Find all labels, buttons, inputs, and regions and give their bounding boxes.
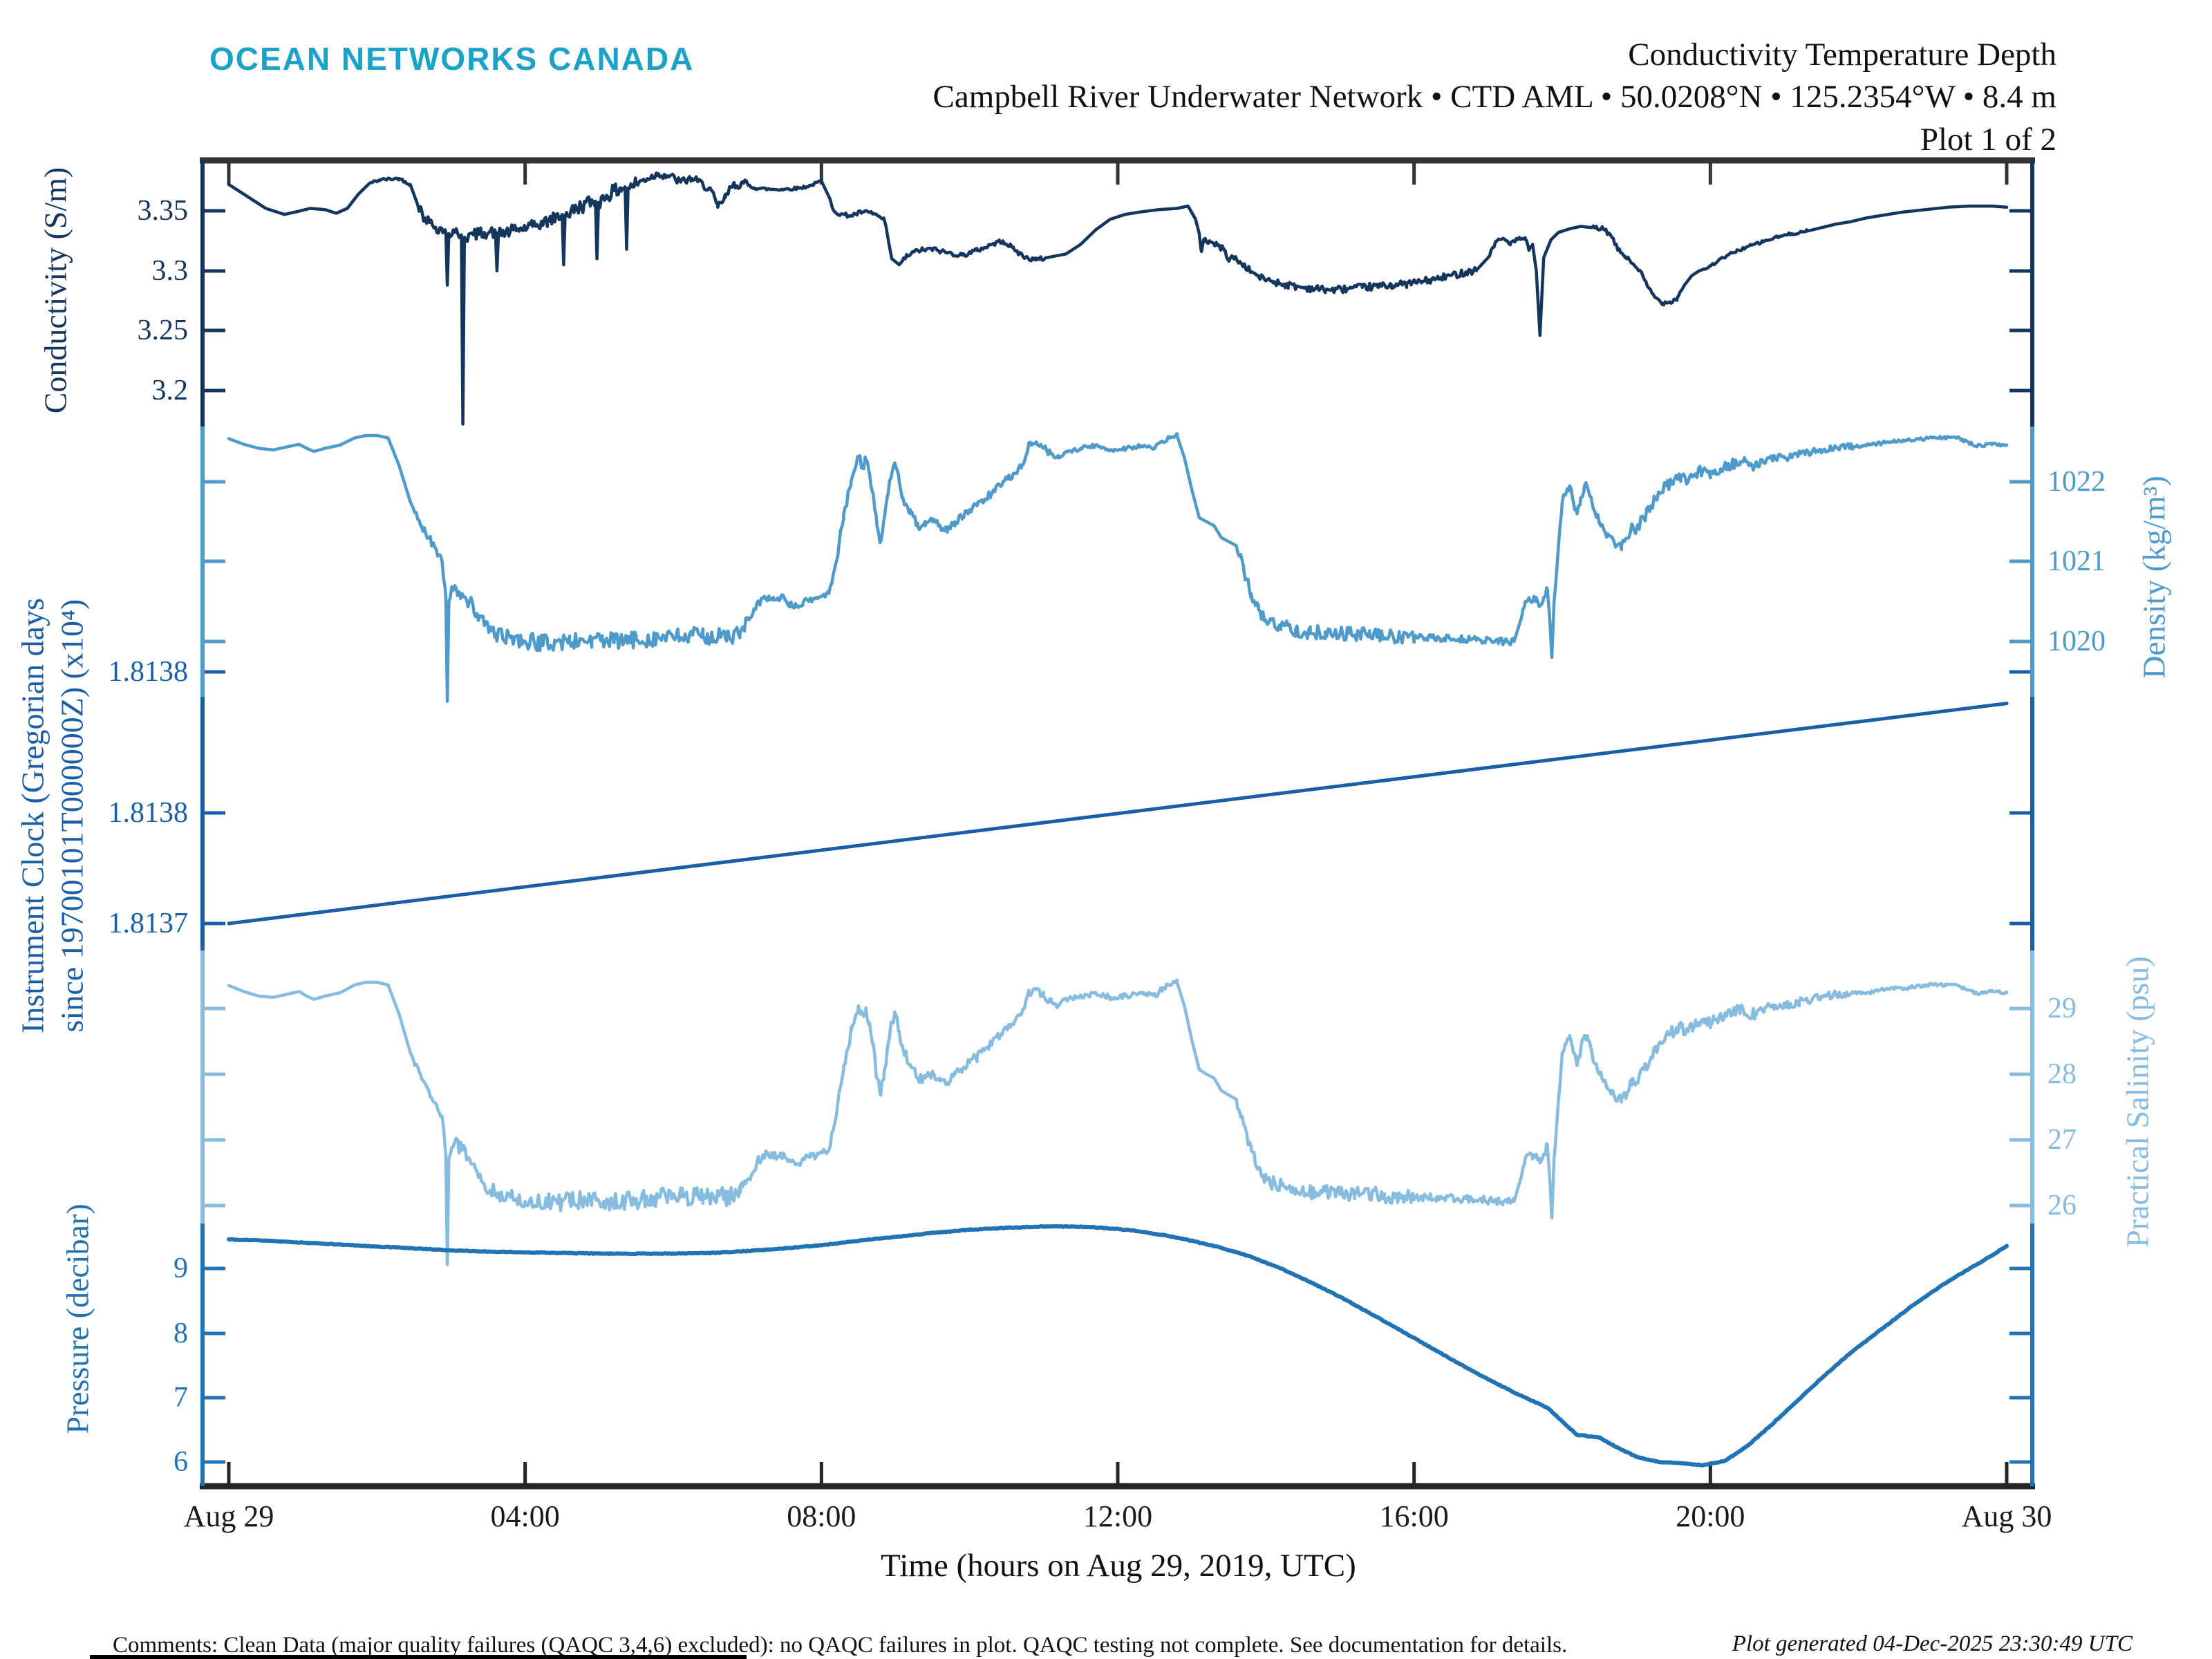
instrument_clock-curve bbox=[227, 702, 2009, 926]
practical_salinity-curve bbox=[227, 978, 2009, 1266]
conductivity-tick-label: 3.2 bbox=[151, 375, 189, 406]
x-tick-label: 04:00 bbox=[490, 1499, 560, 1533]
x-tick-label: 16:00 bbox=[1379, 1499, 1449, 1533]
conductivity-tick-label: 3.3 bbox=[151, 255, 189, 287]
pressure-tick-label: 7 bbox=[174, 1382, 188, 1414]
instrument_clock-tick-label: 1.8138 bbox=[108, 797, 189, 829]
bottom-edge-bar bbox=[90, 1655, 747, 1659]
x-tick-label: Aug 30 bbox=[1961, 1499, 2052, 1533]
plot-title: Conductivity Temperature Depth bbox=[1628, 37, 2056, 73]
x-tick-label: 12:00 bbox=[1082, 1499, 1153, 1533]
station-subtitle: Campbell River Underwater Network • CTD … bbox=[932, 79, 2056, 115]
conductivity-tick-label: 3.25 bbox=[137, 315, 189, 346]
instrument_clock-tick-label: 1.8138 bbox=[108, 656, 189, 688]
conductivity-tick-label: 3.35 bbox=[137, 195, 189, 227]
instrument_clock-axis-title-line2: since 19700101T000000Z) (x10⁴) bbox=[54, 599, 90, 1033]
conductivity-curve bbox=[227, 171, 2009, 426]
comments-note: Comments: Clean Data (major quality fail… bbox=[113, 1633, 1568, 1658]
instrument_clock-tick-label: 1.8137 bbox=[108, 908, 189, 939]
pressure-curve bbox=[227, 1224, 2009, 1468]
conductivity-axis-title: Conductivity (S/m) bbox=[37, 167, 73, 414]
x-tick-label: Aug 29 bbox=[183, 1499, 274, 1533]
pressure-tick-label: 9 bbox=[174, 1253, 188, 1284]
pressure-axis-title: Pressure (decibar) bbox=[59, 1203, 95, 1434]
pressure-tick-label: 6 bbox=[174, 1446, 188, 1478]
density-axis-title: Density (kg/m³) bbox=[2136, 476, 2172, 679]
x-axis-title: Time (hours on Aug 29, 2019, UTC) bbox=[881, 1548, 1356, 1584]
density-tick-label: 1022 bbox=[2047, 466, 2106, 498]
instrument_clock-axis-title: Instrument Clock (Gregorian days bbox=[15, 598, 50, 1033]
generated-timestamp: Plot generated 04-Dec-2025 23:30:49 UTC bbox=[1732, 1631, 2133, 1656]
onc-logo: OCEAN NETWORKS CANADA bbox=[209, 41, 695, 77]
pressure-tick-label: 8 bbox=[174, 1318, 188, 1349]
density-curve bbox=[227, 432, 2009, 703]
x-tick-label: 08:00 bbox=[787, 1499, 856, 1533]
density-tick-label: 1021 bbox=[2047, 545, 2106, 577]
practical_salinity-tick-label: 27 bbox=[2047, 1124, 2077, 1156]
plot-page-indicator: Plot 1 of 2 bbox=[1920, 122, 2056, 158]
practical_salinity-tick-label: 29 bbox=[2047, 993, 2077, 1024]
practical_salinity-axis-title: Practical Salinity (psu) bbox=[2119, 956, 2155, 1248]
density-tick-label: 1020 bbox=[2047, 626, 2106, 657]
x-tick-label: 20:00 bbox=[1676, 1499, 1745, 1533]
practical_salinity-tick-label: 26 bbox=[2047, 1190, 2077, 1221]
practical_salinity-tick-label: 28 bbox=[2047, 1058, 2077, 1090]
